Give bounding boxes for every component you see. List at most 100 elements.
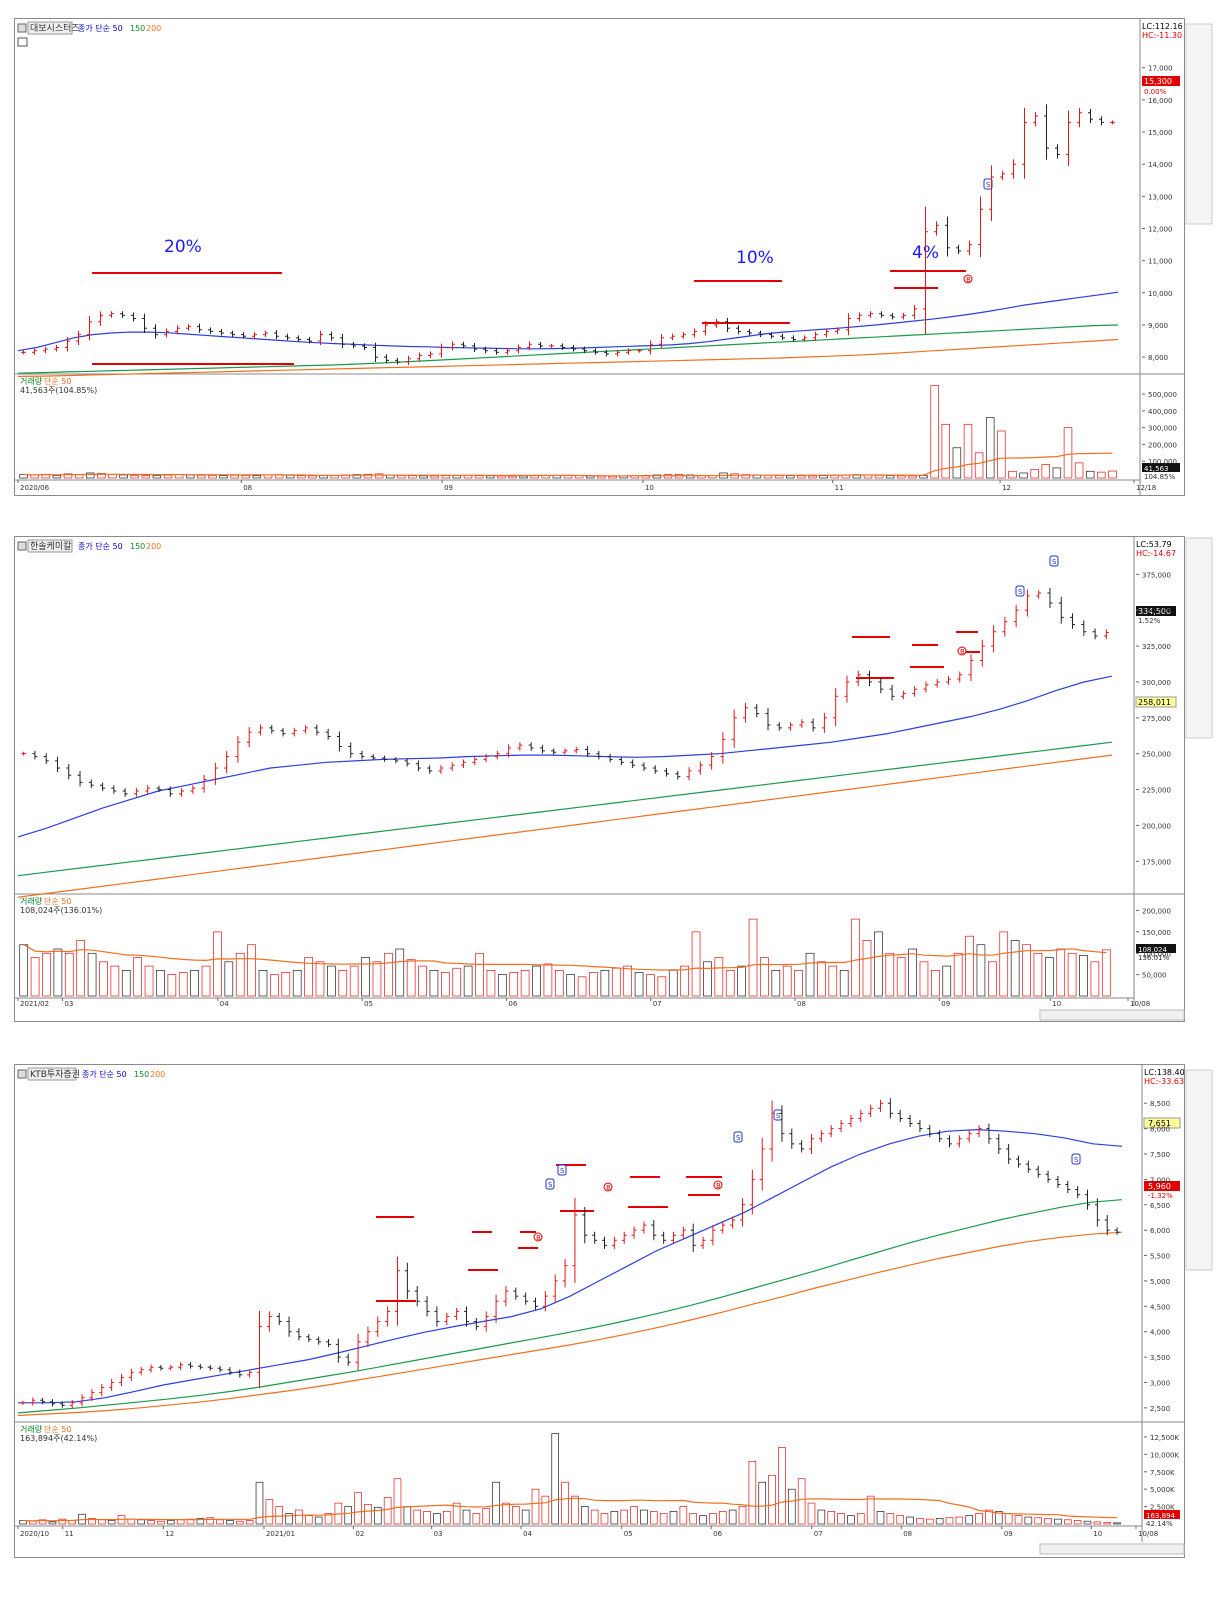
lc-value: LC:138.40	[1144, 1068, 1185, 1077]
collapse-icon[interactable]	[17, 541, 27, 551]
volume-bar	[441, 972, 450, 997]
ma50-line	[17, 291, 1119, 352]
volume-bar	[1052, 467, 1062, 479]
date-tick-label: 11	[65, 1530, 74, 1538]
price-tick-label: 375,000	[1142, 571, 1171, 579]
ma-current: 7,651	[1148, 1119, 1171, 1128]
stock-name: KTB투자증권	[30, 1068, 80, 1080]
collapse-icon[interactable]	[17, 23, 27, 33]
buy-marker-label: B	[716, 1182, 721, 1190]
ohlc-bar	[989, 165, 994, 221]
table-icon[interactable]	[17, 37, 28, 47]
hc-value: HC:-33.63	[1144, 1077, 1184, 1086]
ohlc-bar	[1099, 116, 1104, 126]
date-tick-label: 10	[1093, 1530, 1102, 1538]
collapse-icon[interactable]	[17, 1069, 27, 1079]
ohlc-bar	[156, 785, 162, 792]
volume-bar	[1074, 462, 1084, 479]
ohlc-bar	[122, 788, 128, 797]
ohlc-bar	[810, 718, 816, 732]
ohlc-bar	[560, 343, 565, 350]
date-tick-label: 08	[903, 1530, 912, 1538]
price-tick-label: 3,500	[1150, 1354, 1170, 1362]
price-tick-label: 10,000	[1148, 290, 1173, 298]
right-toolbar	[1185, 537, 1213, 739]
ohlc-bar	[1081, 620, 1087, 636]
ohlc-bar	[604, 349, 609, 357]
ohlc-bar	[365, 1326, 371, 1347]
ohlc-bar	[276, 1312, 282, 1326]
volume-bar	[866, 1495, 875, 1525]
ohlc-bar	[979, 639, 985, 667]
ma-200-label: 200	[146, 542, 161, 551]
scroll-controls[interactable]	[1039, 1009, 1185, 1021]
volume-bar	[492, 1481, 500, 1525]
volume-bar	[908, 948, 917, 997]
ohlc-bar	[43, 346, 48, 354]
ohlc-bar	[631, 1226, 637, 1239]
ohlc-bar	[828, 1125, 834, 1138]
stock-chart-3[interactable]: KTB투자증권 종가 단순 50 150 200 LC:138.40 HC:-3…	[14, 1064, 1216, 1558]
volume-bar	[152, 475, 162, 479]
volume-bar	[876, 1511, 885, 1525]
ohlc-bar	[201, 774, 207, 793]
volume-bar	[1093, 1521, 1102, 1525]
volume-bar	[896, 1515, 905, 1525]
ohlc-bar	[641, 1221, 647, 1234]
price-tick-label: 5,000	[1150, 1278, 1170, 1286]
ohlc-bar	[947, 1135, 952, 1148]
price-tick-label: 15,000	[1148, 129, 1173, 137]
current-price: 334,500	[1138, 607, 1171, 616]
ohlc-bar	[87, 315, 92, 341]
volume-bar	[975, 1513, 983, 1525]
ohlc-bar	[648, 340, 653, 355]
hc-value: HC:-14.67	[1136, 549, 1176, 558]
volume-label: 거래량	[20, 1424, 43, 1434]
volume-ma-label: 단순 50	[44, 376, 71, 386]
ohlc-bar	[40, 1397, 46, 1405]
ohlc-bar	[868, 311, 873, 318]
volume-bar	[797, 475, 806, 479]
price-axis: 2,500 3,000 3,500 4,000 4,500 5,000 5,500 6,000…	[1144, 1100, 1170, 1413]
ohlc-bar	[77, 771, 83, 787]
volume-bar	[178, 972, 188, 997]
stock-chart-1[interactable]: 대보시스터즈 종가 단순 50 150 200 LC:112.16 HC:-11…	[14, 18, 1216, 496]
ohlc-bar	[934, 679, 940, 688]
volume-bar	[738, 1506, 747, 1525]
volume-bar	[372, 961, 382, 997]
volume-bar	[689, 1513, 698, 1525]
ohlc-bar	[21, 751, 27, 756]
volume-bar	[532, 965, 541, 997]
date-tick-label: 06	[508, 1000, 517, 1008]
current-price-badge	[1136, 606, 1176, 616]
volume-bar	[327, 965, 336, 997]
volume-bar	[281, 972, 291, 997]
ohlc-bar	[675, 770, 681, 780]
volume-tick-label: 300,000	[1148, 425, 1177, 433]
volume-bar	[634, 972, 644, 997]
scroll-controls[interactable]	[1039, 1543, 1185, 1555]
volume-bar	[141, 475, 151, 479]
volume-bar	[196, 1518, 205, 1525]
volume-tick-label: 7,500K	[1150, 1469, 1175, 1477]
range-lines	[376, 1164, 722, 1302]
volume-current-badge	[1142, 463, 1180, 472]
volume-bar	[1101, 949, 1111, 997]
volume-bar	[771, 970, 781, 997]
volume-bar	[737, 965, 746, 997]
ma-200-label: 200	[150, 1070, 165, 1079]
volume-bar	[997, 430, 1006, 479]
ohlc-bar	[991, 625, 997, 653]
ohlc-bar	[99, 1384, 105, 1397]
ohlc-bar	[720, 732, 726, 764]
stock-chart-2[interactable]: 한솔케미칼 종가 단순 50 150 200 LC:53.79 HC:-14.6…	[14, 536, 1216, 1022]
ohlc-bar	[43, 753, 49, 765]
ohlc-bar	[100, 782, 106, 791]
ohlc-bar	[571, 345, 576, 352]
ohlc-bar	[506, 744, 512, 758]
volume-bar	[509, 972, 519, 997]
volume-bar	[597, 475, 606, 479]
volume-bar	[963, 423, 973, 479]
date-tick-label: 08	[243, 484, 252, 492]
volume-bar	[787, 1488, 796, 1525]
